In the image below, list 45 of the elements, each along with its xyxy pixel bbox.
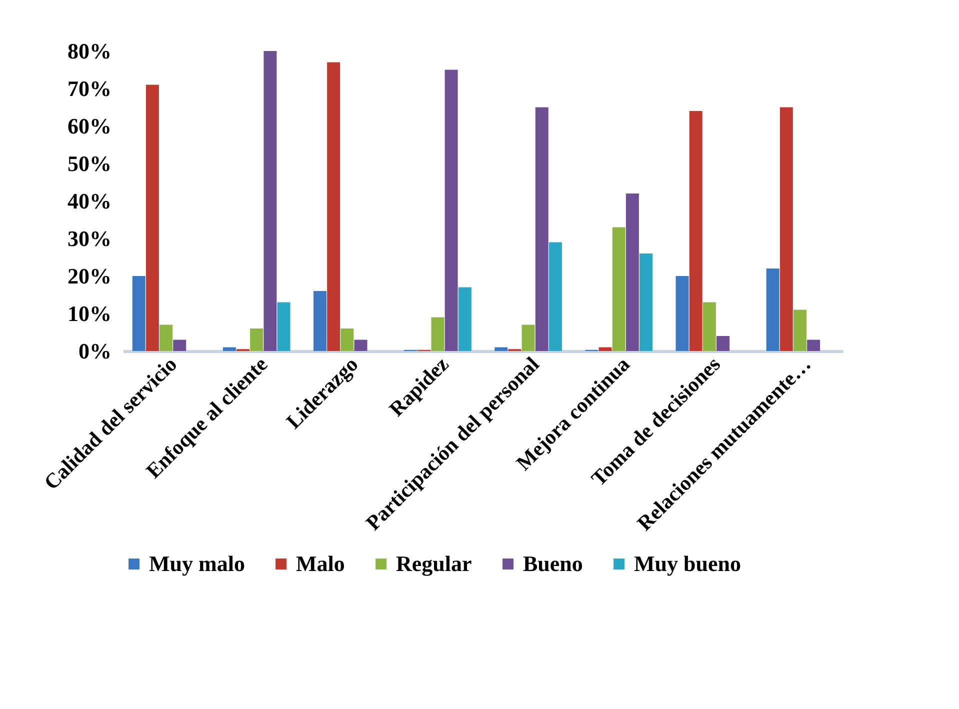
bar (173, 340, 186, 351)
bar (264, 51, 277, 351)
bar (535, 107, 548, 351)
bar (494, 347, 508, 351)
bar (807, 340, 820, 351)
legend-label: Malo (296, 551, 345, 576)
bar (676, 276, 689, 351)
y-tick-label: 20% (68, 264, 112, 288)
legend-label: Regular (396, 551, 472, 576)
bar (431, 317, 444, 351)
bar (689, 111, 702, 351)
bar (313, 291, 326, 351)
bar (612, 227, 626, 351)
bar (522, 324, 535, 351)
bar (250, 328, 264, 351)
y-tick-label: 0% (78, 338, 112, 364)
bar (548, 242, 562, 351)
bar (146, 84, 159, 351)
legend-label: Muy malo (149, 551, 245, 576)
bar (277, 302, 290, 351)
bar (160, 324, 173, 351)
y-tick-label: 50% (68, 151, 112, 176)
bar (766, 268, 780, 351)
bar (702, 302, 716, 351)
bar (793, 310, 806, 351)
bar (780, 107, 793, 351)
bar (626, 194, 639, 351)
legend-label: Bueno (523, 551, 583, 576)
bar (340, 328, 354, 351)
y-tick-label: 80% (68, 38, 112, 64)
y-tick-label: 40% (68, 188, 112, 214)
y-tick-label: 30% (68, 226, 112, 251)
bar (327, 62, 340, 351)
bar (222, 347, 236, 351)
bar (598, 347, 612, 351)
bar (640, 254, 653, 351)
bar (716, 336, 730, 351)
bar (132, 276, 146, 351)
y-tick-label: 70% (68, 76, 112, 101)
y-tick-label: 10% (68, 301, 112, 326)
y-tick-label: 60% (68, 114, 112, 138)
bar (354, 340, 368, 351)
bar (444, 70, 458, 351)
bar (458, 287, 472, 351)
legend-label: Muy bueno (634, 551, 741, 576)
